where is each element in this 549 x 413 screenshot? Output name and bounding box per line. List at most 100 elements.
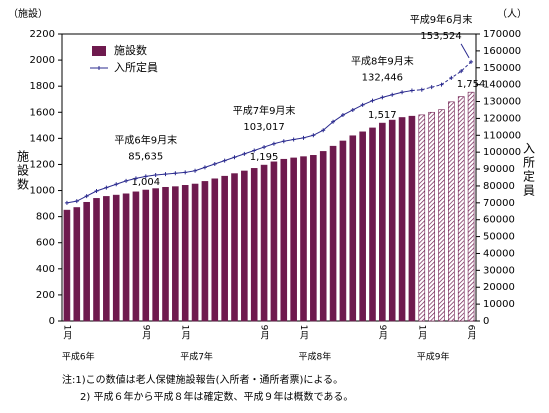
bar <box>73 207 81 322</box>
bar <box>142 189 150 322</box>
y-tick-label: 1400 <box>30 133 55 144</box>
bar <box>152 188 159 322</box>
bar <box>221 175 228 322</box>
bar <box>83 201 90 322</box>
y2-tick-label: 20000 <box>483 282 515 293</box>
line <box>66 90 413 204</box>
bar <box>339 140 347 322</box>
x-tick-label: 9月 <box>259 325 270 341</box>
y-tick-label: 800 <box>36 212 55 223</box>
line-marker <box>143 174 148 179</box>
line-marker <box>74 199 79 204</box>
bar <box>349 135 357 322</box>
y-tick-label: 2000 <box>30 55 55 66</box>
bar <box>280 158 288 322</box>
line-marker <box>409 88 414 93</box>
bar <box>112 194 120 322</box>
line-marker <box>153 172 158 177</box>
bar <box>162 186 169 322</box>
annotation-arrow <box>460 43 470 59</box>
line-marker <box>271 141 276 146</box>
y-tick-label: 1200 <box>30 159 55 170</box>
line-marker <box>222 158 227 163</box>
plot-frame <box>61 33 477 322</box>
legend-swatch <box>92 46 106 56</box>
y-title: 施設数 <box>16 150 30 192</box>
line-marker <box>193 168 198 173</box>
y-tick-label: 1800 <box>30 81 55 92</box>
legend-swatch <box>97 66 101 70</box>
bar <box>379 122 386 322</box>
bar <box>122 193 130 322</box>
line-marker <box>94 189 99 194</box>
x-tick-label: 1月 <box>298 325 309 341</box>
bar <box>329 145 337 322</box>
line-marker <box>202 165 207 170</box>
bar <box>457 96 465 322</box>
y2-unit: （人） <box>497 8 527 20</box>
y2-tick-label: 110000 <box>483 130 521 141</box>
line-value-label: 153,524 <box>420 31 461 42</box>
bar <box>231 173 238 322</box>
line-marker <box>301 135 306 140</box>
line-marker <box>469 59 474 64</box>
line-marker <box>429 85 434 90</box>
note: 注:1)この数値は老人保健施設報告(入所者・通所者票)による。 <box>62 373 343 386</box>
x-tick-label: 9月 <box>377 325 388 341</box>
bar <box>428 111 435 322</box>
line-marker <box>133 176 138 181</box>
y2-tick-label: 120000 <box>483 113 521 124</box>
bar <box>408 115 416 322</box>
legend-label: 入所定員 <box>114 60 158 74</box>
y-tick-label: 200 <box>36 290 55 301</box>
bar <box>369 127 376 322</box>
y-tick-label: 400 <box>36 264 55 275</box>
line-marker <box>321 128 326 133</box>
y2-tick-label: 100000 <box>483 147 521 158</box>
line-marker <box>124 178 129 183</box>
y2-tick-label: 80000 <box>483 181 515 192</box>
line-marker <box>212 161 217 166</box>
y2-tick-label: 40000 <box>483 248 515 259</box>
line-marker <box>380 95 385 100</box>
line-marker <box>84 194 89 199</box>
bar <box>438 109 445 322</box>
y2-tick-label: 50000 <box>483 232 515 243</box>
bar <box>201 181 209 322</box>
x-tick-label: 9月 <box>140 325 151 341</box>
y2-tick-label: 160000 <box>483 46 521 57</box>
x-tick-label: 1月 <box>61 325 72 341</box>
y2-tick-label: 90000 <box>483 164 515 175</box>
y2-title: 入所定員 <box>522 142 536 198</box>
bar <box>211 178 219 322</box>
bar <box>93 198 100 322</box>
group-label: 平成8年 <box>299 351 332 363</box>
group-label: 平成6年 <box>62 351 95 363</box>
line-marker <box>252 148 257 153</box>
y2-tick-label: 130000 <box>483 97 521 108</box>
bar <box>300 156 307 322</box>
bar <box>290 157 297 322</box>
line-marker <box>291 137 296 142</box>
line-marker <box>232 155 237 160</box>
bar <box>310 155 317 322</box>
line-marker <box>64 200 69 205</box>
note: 2) 平成６年から平成８年は確定数、平成９年は概数である。 <box>80 390 353 403</box>
y2-tick-label: 70000 <box>483 198 515 209</box>
bar-value-label: 1,195 <box>250 152 279 163</box>
bar <box>467 91 475 322</box>
line-marker <box>419 87 424 92</box>
bar <box>132 191 140 322</box>
line-marker <box>262 145 267 150</box>
y2-tick-label: 30000 <box>483 265 515 276</box>
y-tick-label: 2200 <box>30 29 55 40</box>
y-tick-label: 1600 <box>30 107 55 118</box>
line-marker <box>114 182 119 187</box>
bar <box>270 161 278 322</box>
line-value-label: 132,446 <box>362 72 403 83</box>
y-tick-label: 600 <box>36 238 55 249</box>
bar <box>448 101 455 322</box>
line-marker <box>104 185 109 190</box>
line-value-label: 85,635 <box>128 151 163 162</box>
annotation: 平成9年6月末 <box>410 13 473 26</box>
